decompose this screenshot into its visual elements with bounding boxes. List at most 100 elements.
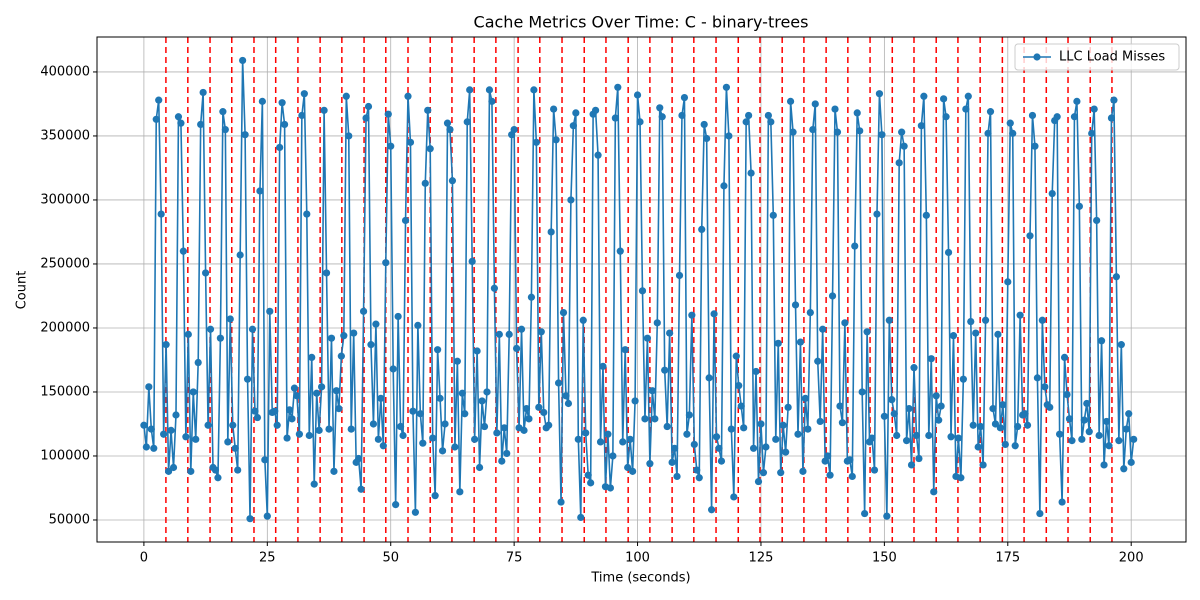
data-point bbox=[283, 434, 291, 442]
data-point bbox=[1021, 410, 1029, 418]
data-point bbox=[150, 444, 158, 452]
data-point bbox=[893, 431, 901, 440]
data-point bbox=[752, 367, 760, 376]
data-point bbox=[930, 488, 938, 496]
data-point bbox=[236, 251, 244, 259]
data-point bbox=[288, 415, 296, 423]
data-point bbox=[194, 358, 202, 367]
data-point bbox=[493, 429, 501, 437]
data-point bbox=[276, 143, 284, 152]
data-point bbox=[438, 447, 447, 455]
data-point bbox=[1056, 430, 1064, 438]
data-point bbox=[392, 501, 400, 509]
data-point bbox=[759, 469, 768, 477]
data-point bbox=[389, 365, 397, 373]
chart-title: Cache Metrics Over Time: C - binary-tree… bbox=[474, 13, 809, 32]
data-point bbox=[456, 488, 464, 496]
data-point bbox=[981, 316, 990, 324]
data-point bbox=[816, 417, 824, 426]
data-point bbox=[638, 287, 647, 295]
data-point bbox=[253, 413, 262, 422]
data-point bbox=[434, 346, 442, 354]
data-point bbox=[246, 515, 254, 523]
data-point bbox=[488, 97, 496, 105]
data-point bbox=[957, 474, 965, 482]
data-point bbox=[1028, 111, 1037, 120]
data-point bbox=[431, 492, 439, 500]
data-point bbox=[564, 399, 573, 408]
y-tick-label: 50000 bbox=[49, 512, 90, 527]
data-point bbox=[552, 136, 560, 144]
data-point bbox=[1065, 415, 1074, 423]
data-point bbox=[705, 374, 713, 382]
data-point bbox=[303, 210, 311, 218]
data-point bbox=[453, 357, 461, 365]
data-point bbox=[1127, 458, 1135, 466]
data-point bbox=[949, 332, 958, 340]
data-point bbox=[1095, 431, 1103, 440]
data-point bbox=[189, 388, 197, 396]
data-point bbox=[416, 410, 424, 418]
data-point bbox=[643, 334, 652, 342]
data-point bbox=[411, 508, 420, 516]
data-point bbox=[870, 466, 879, 474]
data-point bbox=[799, 467, 807, 475]
data-point bbox=[779, 421, 787, 429]
data-point bbox=[784, 403, 792, 411]
data-point bbox=[426, 145, 434, 153]
data-point bbox=[1088, 129, 1096, 137]
data-point bbox=[932, 392, 940, 400]
data-point bbox=[1014, 422, 1022, 431]
data-point bbox=[187, 467, 195, 475]
data-point bbox=[670, 444, 679, 452]
data-point bbox=[1097, 337, 1106, 345]
data-point bbox=[147, 425, 155, 433]
data-point bbox=[559, 309, 568, 317]
data-point bbox=[994, 330, 1002, 338]
data-point bbox=[651, 415, 659, 423]
data-point bbox=[1125, 410, 1133, 418]
data-point bbox=[451, 443, 459, 451]
data-point bbox=[475, 463, 484, 472]
data-point bbox=[917, 122, 926, 130]
data-point bbox=[182, 433, 190, 441]
data-point bbox=[1063, 390, 1071, 399]
data-point bbox=[211, 466, 220, 474]
data-point bbox=[394, 312, 402, 321]
data-point bbox=[140, 421, 148, 429]
data-point bbox=[885, 316, 893, 324]
data-point bbox=[463, 118, 471, 126]
data-point bbox=[1090, 105, 1098, 113]
data-point bbox=[964, 92, 972, 100]
data-point bbox=[251, 407, 259, 415]
data-point bbox=[675, 271, 684, 280]
data-point bbox=[954, 434, 963, 442]
data-point bbox=[241, 131, 249, 139]
data-point bbox=[485, 86, 494, 94]
data-point bbox=[446, 125, 454, 134]
legend-marker bbox=[1033, 53, 1041, 61]
data-point bbox=[688, 311, 696, 319]
data-point bbox=[648, 387, 656, 395]
data-point bbox=[401, 216, 410, 225]
data-point bbox=[498, 457, 506, 465]
data-point bbox=[355, 454, 363, 463]
data-point bbox=[577, 513, 585, 522]
data-point bbox=[875, 90, 884, 98]
data-point bbox=[1073, 97, 1081, 105]
data-point bbox=[273, 421, 281, 429]
data-point bbox=[910, 364, 918, 372]
data-point bbox=[1033, 374, 1042, 382]
x-tick-label: 50 bbox=[382, 551, 399, 566]
data-point bbox=[900, 142, 908, 150]
x-tick-label: 0 bbox=[140, 551, 148, 566]
data-point bbox=[1120, 465, 1128, 473]
data-point bbox=[614, 83, 622, 91]
data-point bbox=[290, 384, 299, 392]
data-point bbox=[160, 430, 168, 438]
legend-box bbox=[1014, 43, 1180, 71]
data-point bbox=[204, 421, 212, 429]
data-point bbox=[824, 452, 832, 460]
data-point bbox=[853, 109, 861, 117]
